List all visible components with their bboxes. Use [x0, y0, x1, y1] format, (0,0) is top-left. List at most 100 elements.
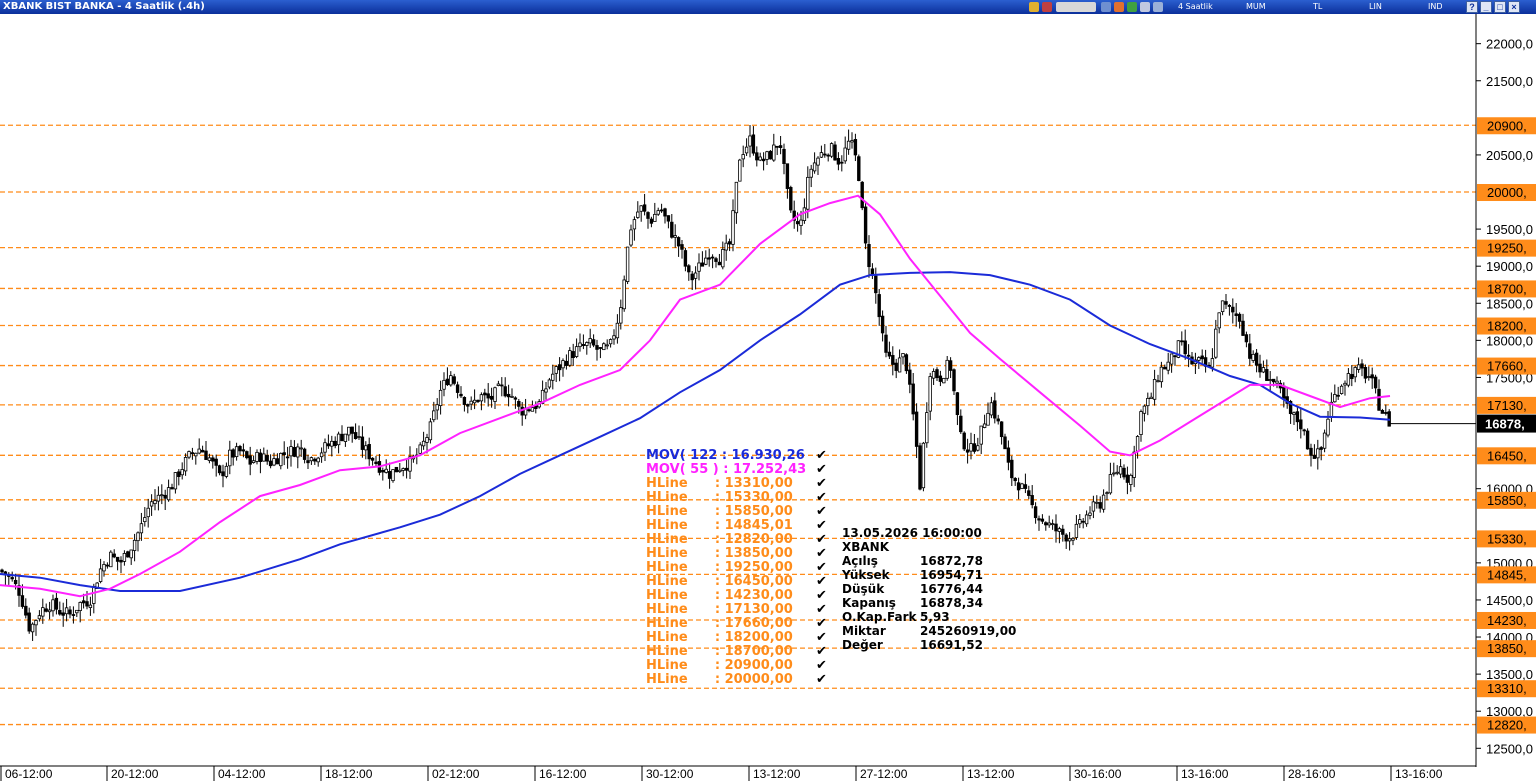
candle-body	[1152, 379, 1157, 400]
candle-body	[221, 471, 225, 477]
candle-body	[642, 204, 647, 212]
mov122-line	[0, 271, 1391, 592]
candle-body	[901, 353, 905, 358]
candle-body	[996, 418, 1000, 422]
candle-body	[714, 258, 718, 262]
candle-body	[605, 344, 609, 347]
candle-body	[955, 392, 960, 416]
y-tick-label: 22000,0	[1486, 37, 1533, 52]
candle-body	[200, 449, 205, 453]
candle-body	[717, 261, 722, 266]
candle-body	[51, 599, 55, 612]
candle-body	[401, 468, 405, 471]
chart-type-selector[interactable]: MUM	[1246, 2, 1266, 11]
candle-body	[333, 440, 337, 446]
candle-body	[574, 346, 579, 357]
candle-body	[384, 468, 388, 473]
candle-body	[459, 393, 463, 397]
last-price-label: 16878,	[1485, 417, 1525, 432]
candle-body	[510, 395, 514, 398]
candle-body	[251, 460, 256, 463]
candle-body	[653, 213, 657, 222]
hline-label: 19250,	[1487, 241, 1527, 256]
zoom-icon[interactable]	[1114, 2, 1124, 12]
candle-body	[632, 219, 637, 230]
candle-body	[1054, 523, 1058, 532]
candle-body	[1292, 412, 1296, 415]
candle-body	[683, 250, 688, 267]
compare-icon[interactable]	[1101, 2, 1111, 12]
candle-body	[1282, 385, 1286, 399]
currency-selector[interactable]: TL	[1313, 2, 1323, 11]
candle-body	[336, 433, 341, 446]
candle-body	[639, 205, 643, 212]
draw-line-icon[interactable]	[1127, 2, 1137, 12]
candle-body	[976, 445, 980, 451]
candle-body	[1380, 410, 1385, 414]
candle-body	[731, 210, 735, 245]
candle-body	[1268, 379, 1272, 381]
candle-body	[496, 383, 501, 386]
maximize-icon[interactable]: □	[1494, 1, 1506, 13]
candle-body	[71, 614, 76, 616]
candle-body	[676, 237, 681, 247]
candle-body	[61, 612, 65, 616]
candle-body	[166, 487, 171, 501]
candle-body	[183, 457, 188, 472]
candle-body	[1125, 474, 1130, 483]
candle-body	[214, 458, 218, 466]
help-icon[interactable]: ?	[1466, 1, 1478, 13]
candle-body	[914, 411, 919, 447]
candle-body	[190, 452, 195, 455]
candle-body	[197, 448, 201, 454]
candle-body	[1173, 355, 1177, 358]
candle-body	[489, 395, 494, 400]
candle-body	[445, 378, 450, 386]
candle-body	[143, 517, 147, 523]
candle-body	[211, 457, 215, 462]
candle-body	[88, 604, 93, 609]
candle-body	[758, 156, 762, 161]
period-selector[interactable]: 4 Saatlik	[1178, 2, 1213, 11]
candle-body	[738, 159, 742, 182]
candle-body	[581, 344, 586, 347]
candle-body	[299, 447, 303, 450]
candle-body	[1312, 454, 1317, 459]
candle-body	[789, 187, 793, 211]
candle-body	[306, 460, 310, 464]
candle-body	[1108, 474, 1113, 494]
candle-body	[687, 265, 691, 273]
candle-body	[1037, 518, 1041, 521]
candle-body	[751, 134, 756, 154]
candle-body	[700, 262, 705, 267]
y-tick-label: 20500,0	[1486, 148, 1533, 163]
candle-body	[1132, 451, 1136, 478]
candle-body	[272, 458, 276, 466]
template-selector-icon[interactable]	[1056, 2, 1096, 12]
minimize-icon[interactable]: _	[1480, 1, 1492, 13]
candle-body	[1088, 512, 1092, 516]
save-icon[interactable]	[1042, 2, 1052, 12]
candle-body	[418, 444, 422, 454]
hline-price-tag	[1477, 530, 1536, 548]
scale-selector[interactable]: LIN	[1369, 2, 1382, 11]
arrow-icon[interactable]	[1153, 2, 1163, 12]
candle-body	[129, 549, 133, 559]
price-chart[interactable]: 22000,0 21500,0 20500,0 19500,0 19000,0 18500…	[0, 14, 1536, 781]
candle-body	[809, 168, 813, 178]
indicator-icon[interactable]	[1140, 2, 1150, 12]
candle-body	[462, 396, 467, 405]
window-title: XBANK BIST BANKA - 4 Saatlik (.4h)	[3, 1, 205, 12]
indicator-selector[interactable]: IND	[1428, 2, 1443, 11]
close-icon[interactable]: ×	[1508, 1, 1520, 13]
candle-body	[680, 244, 684, 250]
chart-settings-icon[interactable]	[1029, 2, 1039, 12]
candle-body	[843, 147, 847, 162]
candle-body	[544, 388, 548, 393]
hline-label: 18700,	[1487, 281, 1527, 296]
candle-body	[224, 465, 229, 477]
hline-label: 17130,	[1487, 398, 1527, 413]
candle-body	[1010, 459, 1014, 479]
candle-body	[1346, 373, 1351, 386]
hline-price-tag	[1477, 396, 1536, 414]
